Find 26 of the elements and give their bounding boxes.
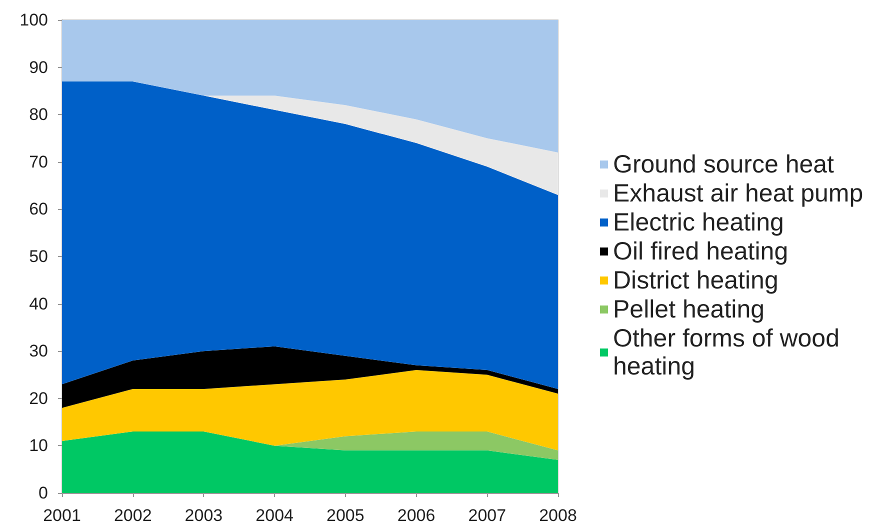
- y-tick-label: 60: [29, 200, 48, 219]
- x-tick-label: 2007: [468, 506, 506, 525]
- y-tick-label: 20: [29, 388, 48, 408]
- x-tick-label: 2006: [397, 506, 436, 525]
- legend-label: District heating: [613, 266, 778, 294]
- x-tick-label: 2005: [326, 506, 364, 525]
- y-tick-label: 100: [20, 10, 48, 30]
- legend-label: Other forms of wood heating: [613, 324, 846, 380]
- y-tick-label: 30: [29, 342, 48, 361]
- y-tick-label: 50: [29, 247, 48, 266]
- x-tick-label: 2004: [256, 506, 294, 525]
- y-tick-label: 70: [29, 152, 48, 172]
- legend-label: Ground source heat: [613, 150, 834, 178]
- y-tick-label: 0: [38, 484, 48, 502]
- legend-label: Exhaust air heat pump: [613, 180, 864, 208]
- y-tick-label: 40: [29, 294, 48, 314]
- x-tick-label: 2003: [184, 506, 223, 525]
- y-tick-label: 80: [29, 105, 48, 124]
- y-tick-label: 10: [29, 436, 48, 456]
- x-tick-label: 2008: [539, 506, 577, 525]
- x-tick-label: 2002: [114, 506, 152, 525]
- legend-label: Oil fired heating: [613, 238, 788, 266]
- y-tick-label: 90: [29, 58, 48, 77]
- x-tick-label: 2001: [43, 506, 81, 525]
- legend-label: Electric heating: [613, 208, 784, 236]
- legend-label: Pellet heating: [613, 296, 765, 324]
